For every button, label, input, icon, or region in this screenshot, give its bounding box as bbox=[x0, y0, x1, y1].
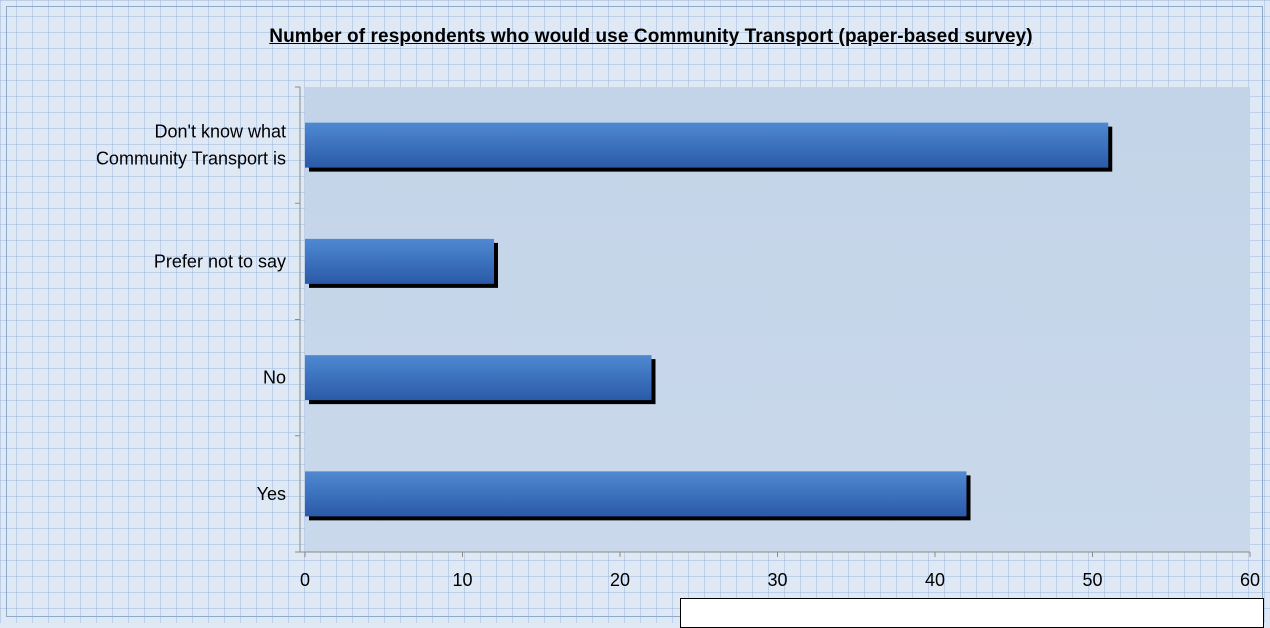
y-tick-label: Don't know what Community Transport is bbox=[96, 122, 286, 169]
x-tick-label: 0 bbox=[300, 570, 310, 590]
bar bbox=[305, 238, 494, 284]
bar bbox=[305, 355, 652, 401]
y-tick-label: Prefer not to say bbox=[154, 251, 286, 271]
bar bbox=[305, 122, 1109, 168]
x-tick-label: 40 bbox=[925, 570, 945, 590]
footer-box bbox=[680, 598, 1264, 628]
chart-title: Number of respondents who would use Comm… bbox=[269, 26, 1033, 47]
x-tick-label: 50 bbox=[1082, 570, 1102, 590]
x-tick-label: 60 bbox=[1240, 570, 1260, 590]
y-tick-label: Yes bbox=[257, 484, 286, 504]
bar bbox=[305, 471, 967, 517]
chart-frame bbox=[6, 6, 1263, 617]
x-tick-label: 10 bbox=[452, 570, 472, 590]
y-tick-label: No bbox=[263, 368, 286, 388]
x-tick-label: 30 bbox=[767, 570, 787, 590]
x-tick-label: 20 bbox=[610, 570, 630, 590]
